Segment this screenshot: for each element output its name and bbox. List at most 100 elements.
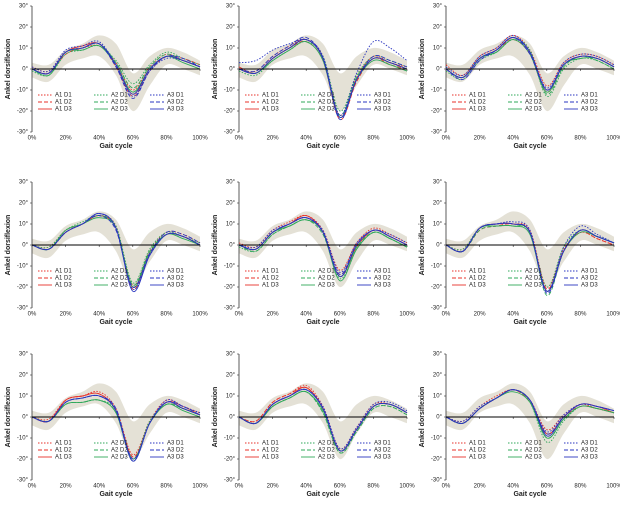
x-tick-label: 100% xyxy=(606,136,620,142)
y-tick-label: 20° xyxy=(433,201,443,207)
legend-label: A1 D1 xyxy=(469,441,486,447)
y-tick-label: -10° xyxy=(431,264,443,270)
x-tick-label: 60% xyxy=(541,312,554,318)
panel: -30° -20° -10° 0° 10° 20° 30° 0% 20% 40% 60% 80% 100… xyxy=(5,4,208,150)
x-tick-label: 60% xyxy=(127,312,140,318)
legend-label: A1 D1 xyxy=(469,93,486,99)
y-tick-label: 30° xyxy=(19,4,29,10)
legend-label: A1 D1 xyxy=(55,269,72,275)
legend-label: A3 D2 xyxy=(581,276,598,282)
series-line xyxy=(445,37,615,91)
legend-label: A3 D2 xyxy=(581,448,598,454)
legend-label: A3 D3 xyxy=(581,107,598,113)
y-tick-label: 10° xyxy=(19,222,29,228)
y-tick-label: 20° xyxy=(19,373,29,379)
legend-label: A2 D3 xyxy=(525,283,542,289)
reference-band xyxy=(239,211,407,288)
legend-label: A2 D3 xyxy=(525,107,542,113)
y-axis-label: Ankel dorsiflexion xyxy=(212,215,219,276)
legend-label: A1 D3 xyxy=(55,283,72,289)
reference-band xyxy=(446,211,614,288)
series-line xyxy=(31,213,201,292)
legend-label: A1 D2 xyxy=(262,448,279,454)
x-tick-label: 20% xyxy=(267,484,280,490)
y-tick-label: 20° xyxy=(226,373,236,379)
legend-label: A1 D1 xyxy=(262,441,279,447)
x-tick-label: 100% xyxy=(399,136,415,142)
x-tick-label: 100% xyxy=(192,484,208,490)
legend-label: A1 D1 xyxy=(55,93,72,99)
legend-label: A3 D3 xyxy=(374,455,391,461)
legend-label: A1 D2 xyxy=(55,100,72,106)
y-tick-label: 10° xyxy=(19,394,29,400)
series-line xyxy=(238,390,408,454)
y-tick-label: 10° xyxy=(433,222,443,228)
x-tick-label: 0% xyxy=(28,484,37,490)
x-tick-label: 80% xyxy=(574,136,587,142)
y-tick-label: 20° xyxy=(19,25,29,31)
legend-label: A2 D1 xyxy=(111,93,128,99)
legend-label: A1 D3 xyxy=(262,455,279,461)
series-line xyxy=(31,215,201,288)
x-tick-label: 80% xyxy=(367,312,380,318)
series-line xyxy=(238,217,408,273)
y-tick-label: -10° xyxy=(431,88,443,94)
panel: -30° -20° -10° 0° 10° 20° 30° 0% 20% 40% 60% 80% 100… xyxy=(419,352,620,498)
x-tick-label: 80% xyxy=(160,136,173,142)
y-tick-label: -30° xyxy=(431,130,443,136)
x-tick-label: 60% xyxy=(541,484,554,490)
series-line xyxy=(31,44,201,91)
series-line xyxy=(238,36,408,120)
legend-label: A1 D2 xyxy=(55,276,72,282)
y-tick-label: -30° xyxy=(17,478,29,484)
legend-label: A3 D2 xyxy=(374,276,391,282)
legend-label: A2 D3 xyxy=(111,283,128,289)
x-tick-label: 80% xyxy=(574,312,587,318)
y-tick-label: 30° xyxy=(19,180,29,186)
y-axis-label: Ankel dorsiflexion xyxy=(419,215,426,276)
legend-label: A3 D1 xyxy=(374,93,391,99)
legend-label: A1 D1 xyxy=(469,269,486,275)
y-tick-label: 0° xyxy=(436,415,442,421)
y-axis-label: Ankel dorsiflexion xyxy=(212,387,219,448)
x-tick-label: 60% xyxy=(541,136,554,142)
legend-label: A2 D1 xyxy=(525,93,542,99)
legend-label: A3 D1 xyxy=(581,269,598,275)
panel: -30° -20° -10° 0° 10° 20° 30° 0% 20% 40% 60% 80% 100… xyxy=(5,180,208,326)
y-axis-label: Ankel dorsiflexion xyxy=(212,39,219,100)
x-axis-label: Gait cycle xyxy=(306,319,339,326)
y-axis-label: Ankel dorsiflexion xyxy=(419,387,426,448)
y-tick-label: -20° xyxy=(431,109,443,115)
series-line xyxy=(238,40,408,118)
y-tick-label: 20° xyxy=(433,373,443,379)
y-tick-label: 0° xyxy=(229,415,235,421)
x-tick-label: 20% xyxy=(60,484,73,490)
y-tick-label: 20° xyxy=(226,25,236,31)
x-tick-label: 40% xyxy=(507,484,520,490)
x-axis-label: Gait cycle xyxy=(306,143,339,150)
x-tick-label: 20% xyxy=(60,312,73,318)
x-tick-label: 100% xyxy=(606,484,620,490)
legend-label: A3 D1 xyxy=(581,441,598,447)
y-axis-label: Ankel dorsiflexion xyxy=(5,387,12,448)
x-tick-label: 40% xyxy=(507,312,520,318)
panel: -30° -20° -10° 0° 10° 20° 30° 0% 20% 40% 60% 80% 100… xyxy=(5,352,208,498)
y-tick-label: 10° xyxy=(226,394,236,400)
y-tick-label: 10° xyxy=(19,46,29,52)
legend-label: A2 D2 xyxy=(318,448,335,454)
series-line xyxy=(445,224,615,296)
y-tick-label: 30° xyxy=(226,4,236,10)
series-line xyxy=(238,217,408,277)
legend-label: A2 D1 xyxy=(111,269,128,275)
y-tick-label: -20° xyxy=(17,109,29,115)
legend-label: A3 D3 xyxy=(167,107,184,113)
x-tick-label: 100% xyxy=(192,312,208,318)
legend-label: A3 D1 xyxy=(167,93,184,99)
panel: -30° -20° -10° 0° 10° 20° 30° 0% 20% 40% 60% 80% 100… xyxy=(212,180,415,326)
legend-label: A1 D1 xyxy=(262,93,279,99)
x-tick-label: 0% xyxy=(235,312,244,318)
y-tick-label: 20° xyxy=(19,201,29,207)
x-tick-label: 60% xyxy=(334,484,347,490)
x-tick-label: 80% xyxy=(574,484,587,490)
legend-label: A2 D3 xyxy=(111,455,128,461)
